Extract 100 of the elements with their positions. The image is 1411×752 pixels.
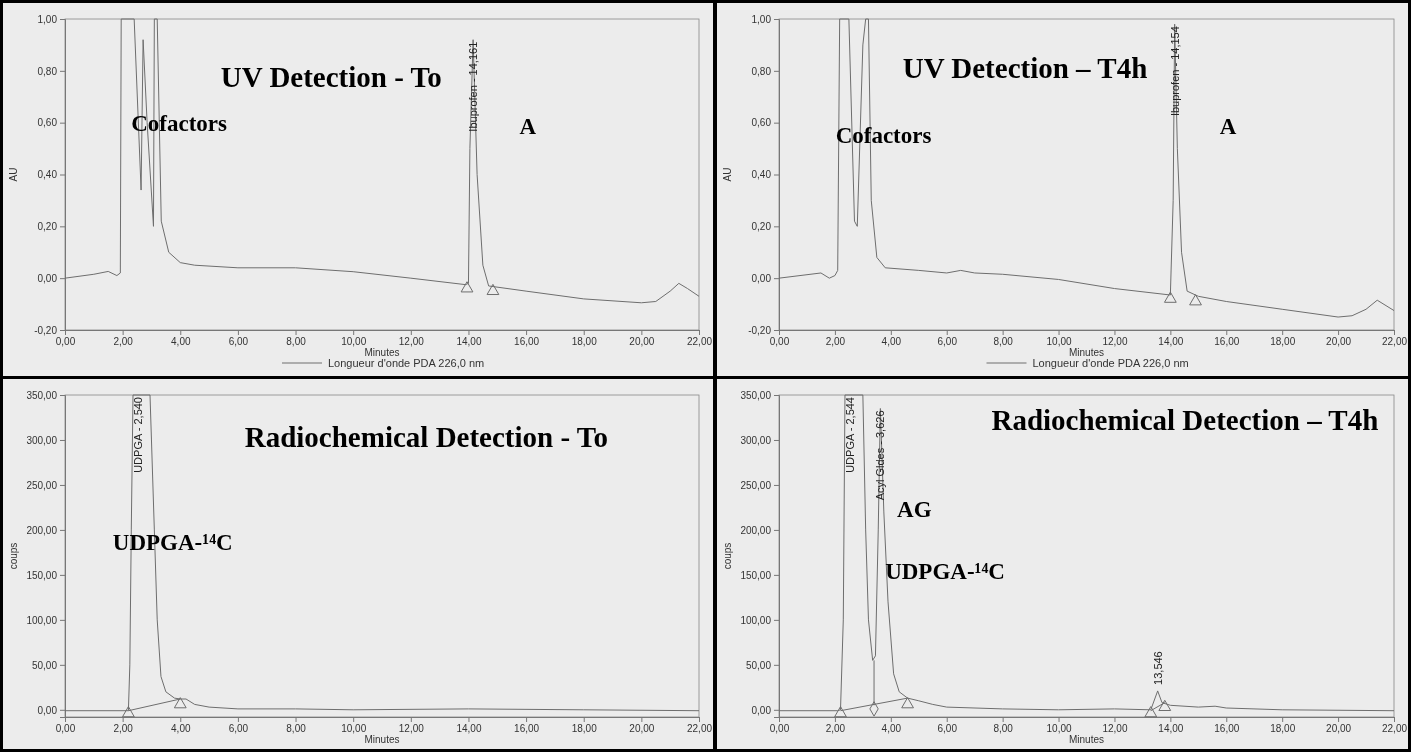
x-tick-label: 22,00 <box>1381 336 1408 348</box>
y-tick-label: 0,80 <box>37 65 58 77</box>
x-tick-label: 18,00 <box>1270 336 1296 348</box>
annotation: 13,546 <box>1151 651 1164 685</box>
x-tick-label: 0,00 <box>769 336 790 348</box>
y-tick-label: 0,20 <box>37 221 58 233</box>
x-tick-label: 8,00 <box>993 336 1014 348</box>
x-tick-label: 10,00 <box>1046 336 1072 348</box>
annotation: A <box>519 114 537 140</box>
x-tick-label: 2,00 <box>825 723 846 735</box>
x-tick-label: 22,00 <box>1381 723 1408 735</box>
legend-label: Longueur d'onde PDA 226,0 nm <box>1032 357 1189 369</box>
y-axis-title: AU <box>722 167 733 182</box>
y-tick-label: 0,40 <box>751 169 772 181</box>
x-tick-label: 10,00 <box>1046 723 1072 735</box>
annotation: Ibuprofen - 14,154 <box>1168 26 1181 117</box>
y-tick-label: 0,00 <box>37 272 58 284</box>
annotation: Acyl Gldes - 3,626 <box>874 410 887 501</box>
y-tick-label: 300,00 <box>740 434 772 446</box>
annotation: UDPGA - 2,540 <box>132 397 145 473</box>
y-tick-label: 150,00 <box>26 569 58 581</box>
x-tick-label: 10,00 <box>341 336 367 348</box>
x-tick-label: 12,00 <box>1102 723 1128 735</box>
x-tick-label: 16,00 <box>514 336 540 348</box>
x-axis-title: Minutes <box>364 734 400 745</box>
x-tick-label: 14,00 <box>456 336 482 348</box>
y-tick-label: 0,40 <box>37 169 58 181</box>
x-tick-label: 16,00 <box>514 723 540 735</box>
x-tick-label: 0,00 <box>769 723 790 735</box>
y-tick-label: 1,00 <box>751 13 772 25</box>
x-tick-label: 16,00 <box>1214 723 1240 735</box>
x-tick-label: 0,00 <box>55 336 76 348</box>
x-tick-label: 12,00 <box>398 336 425 348</box>
x-tick-label: 16,00 <box>1214 336 1240 348</box>
x-tick-label: 20,00 <box>1326 723 1352 735</box>
annotation: Ibuprofen - 14,161 <box>467 41 480 132</box>
y-tick-label: 50,00 <box>31 659 58 671</box>
x-tick-label: 4,00 <box>881 336 902 348</box>
annotation: UDPGA-¹⁴C <box>885 558 1005 584</box>
y-tick-label: 0,20 <box>751 221 772 233</box>
x-tick-label: 10,00 <box>341 723 367 735</box>
y-tick-label: 100,00 <box>740 614 772 626</box>
x-tick-label: 18,00 <box>571 336 598 348</box>
annotation: UDPGA-¹⁴C <box>112 529 233 555</box>
y-tick-label: 0,00 <box>751 704 772 716</box>
y-tick-label: 350,00 <box>26 389 58 401</box>
x-tick-label: 6,00 <box>228 336 249 348</box>
y-tick-label: 200,00 <box>26 524 58 536</box>
y-tick-label: 150,00 <box>740 569 772 581</box>
y-tick-label: 0,60 <box>37 117 58 129</box>
annotation: Cofactors <box>131 110 228 136</box>
x-tick-label: 14,00 <box>456 723 482 735</box>
x-tick-label: 20,00 <box>629 723 655 735</box>
y-axis-title: coups <box>8 542 19 570</box>
x-tick-label: 6,00 <box>937 723 958 735</box>
x-tick-label: 6,00 <box>937 336 958 348</box>
y-tick-label: 0,00 <box>37 704 58 716</box>
y-tick-label: 50,00 <box>745 659 772 671</box>
x-tick-label: 4,00 <box>171 723 191 735</box>
text: UV Detection - To <box>220 61 442 94</box>
y-tick-label: 0,00 <box>751 272 772 284</box>
x-tick-label: 12,00 <box>1102 336 1128 348</box>
x-tick-label: 4,00 <box>171 336 191 348</box>
x-tick-label: 8,00 <box>286 336 307 348</box>
x-tick-label: 20,00 <box>629 336 655 348</box>
y-tick-label: 200,00 <box>740 524 772 536</box>
y-tick-label: -0,20 <box>34 324 58 336</box>
x-tick-label: 22,00 <box>686 336 713 348</box>
x-tick-label: 12,00 <box>398 723 425 735</box>
x-tick-label: 4,00 <box>881 723 902 735</box>
y-tick-label: -0,20 <box>748 324 772 336</box>
y-axis-title: coups <box>722 542 733 570</box>
x-tick-label: 2,00 <box>113 723 134 735</box>
text: UV Detection – T4h <box>902 52 1148 85</box>
x-tick-label: 14,00 <box>1158 723 1184 735</box>
y-tick-label: 350,00 <box>740 389 772 401</box>
x-tick-label: 8,00 <box>993 723 1014 735</box>
annotation: A <box>1219 114 1237 140</box>
x-tick-label: 22,00 <box>686 723 713 735</box>
x-tick-label: 18,00 <box>571 723 598 735</box>
x-tick-label: 20,00 <box>1326 336 1352 348</box>
y-tick-label: 300,00 <box>26 434 58 446</box>
x-tick-label: 0,00 <box>55 723 76 735</box>
y-tick-label: 250,00 <box>740 479 772 491</box>
x-tick-label: 2,00 <box>113 336 134 348</box>
y-tick-label: 1,00 <box>37 13 58 25</box>
x-axis-title: Minutes <box>1068 347 1105 358</box>
x-tick-label: 6,00 <box>228 723 249 735</box>
x-tick-label: 8,00 <box>286 723 307 735</box>
annotation: AG <box>897 497 932 523</box>
y-tick-label: 100,00 <box>26 614 58 626</box>
y-tick-label: 0,60 <box>751 117 772 129</box>
y-axis-title: AU <box>8 167 19 182</box>
text: Radiochemical Detection - To <box>244 420 609 453</box>
annotation: UDPGA - 2,544 <box>844 397 857 473</box>
legend-label: Longueur d'onde PDA 226,0 nm <box>328 357 485 369</box>
x-axis-title: Minutes <box>364 347 400 358</box>
x-tick-label: 18,00 <box>1270 723 1296 735</box>
y-tick-label: 250,00 <box>26 479 58 491</box>
x-tick-label: 14,00 <box>1158 336 1184 348</box>
